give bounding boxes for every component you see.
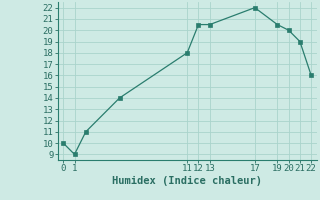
X-axis label: Humidex (Indice chaleur): Humidex (Indice chaleur) xyxy=(112,176,262,186)
